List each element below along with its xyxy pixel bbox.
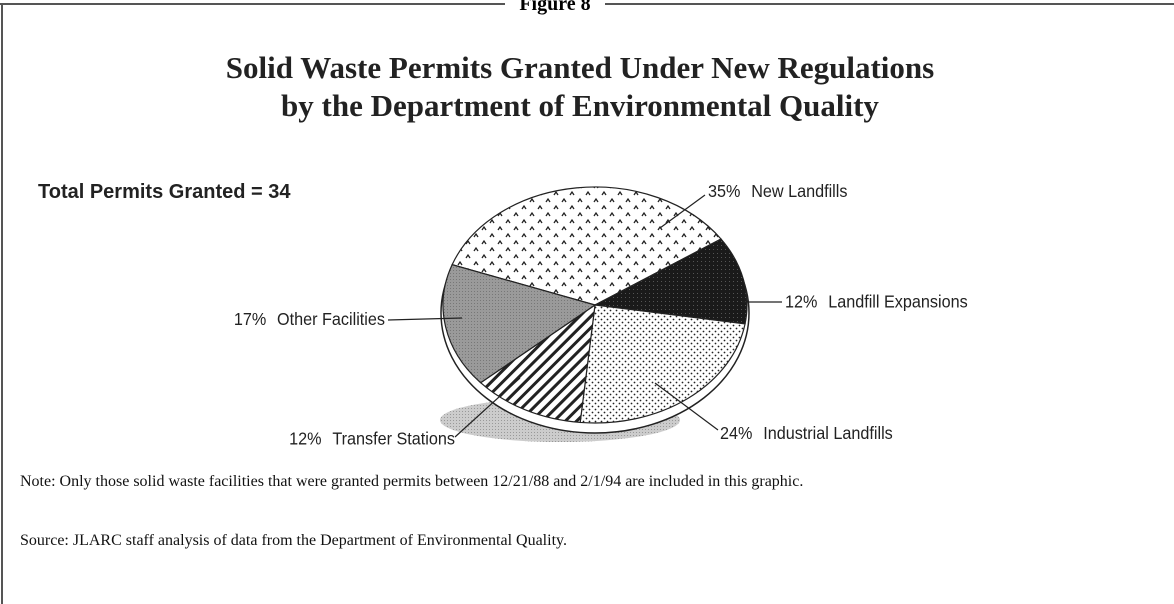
slice-percent: 35% <box>708 181 740 201</box>
slice-label: 35% New Landfills <box>708 181 847 201</box>
frame <box>0 3 1174 604</box>
slice-percent: 12% <box>785 291 817 311</box>
slice-percent: 12% <box>289 428 321 448</box>
slice-label: 12% Landfill Expansions <box>785 291 968 311</box>
pie-slice <box>593 238 748 325</box>
slice-name: Landfill Expansions <box>828 291 967 311</box>
chart-title: Solid Waste Permits Granted Under New Re… <box>226 50 934 85</box>
slice-label: 17% Other Facilities <box>234 309 385 329</box>
slice-name: Industrial Landfills <box>763 423 893 443</box>
slice-label: 12% Transfer Stations <box>289 428 455 448</box>
leader-line <box>387 317 463 321</box>
pie-slice <box>442 263 597 384</box>
leader-line <box>654 382 719 431</box>
note: Note: Only those solid waste facilities … <box>20 473 804 490</box>
slice-label: 24% Industrial Landfills <box>720 423 893 443</box>
annotation: Total Permits Granted = 34 <box>38 181 291 203</box>
pie-slice <box>451 186 722 306</box>
slice-name: Transfer Stations <box>332 428 455 448</box>
pie-slice <box>579 304 746 424</box>
slice-name: New Landfills <box>751 181 847 201</box>
slice-percent: 24% <box>720 423 752 443</box>
slice-percent: 17% <box>234 309 266 329</box>
chart-title: by the Department of Environmental Quali… <box>281 88 879 123</box>
slice-name: Other Facilities <box>277 309 385 329</box>
leader-line <box>454 377 521 438</box>
figure-label: Figure 8 <box>519 0 590 15</box>
source: Source: JLARC staff analysis of data fro… <box>20 532 567 549</box>
leader-line <box>659 194 706 229</box>
pie-slice <box>479 303 596 424</box>
